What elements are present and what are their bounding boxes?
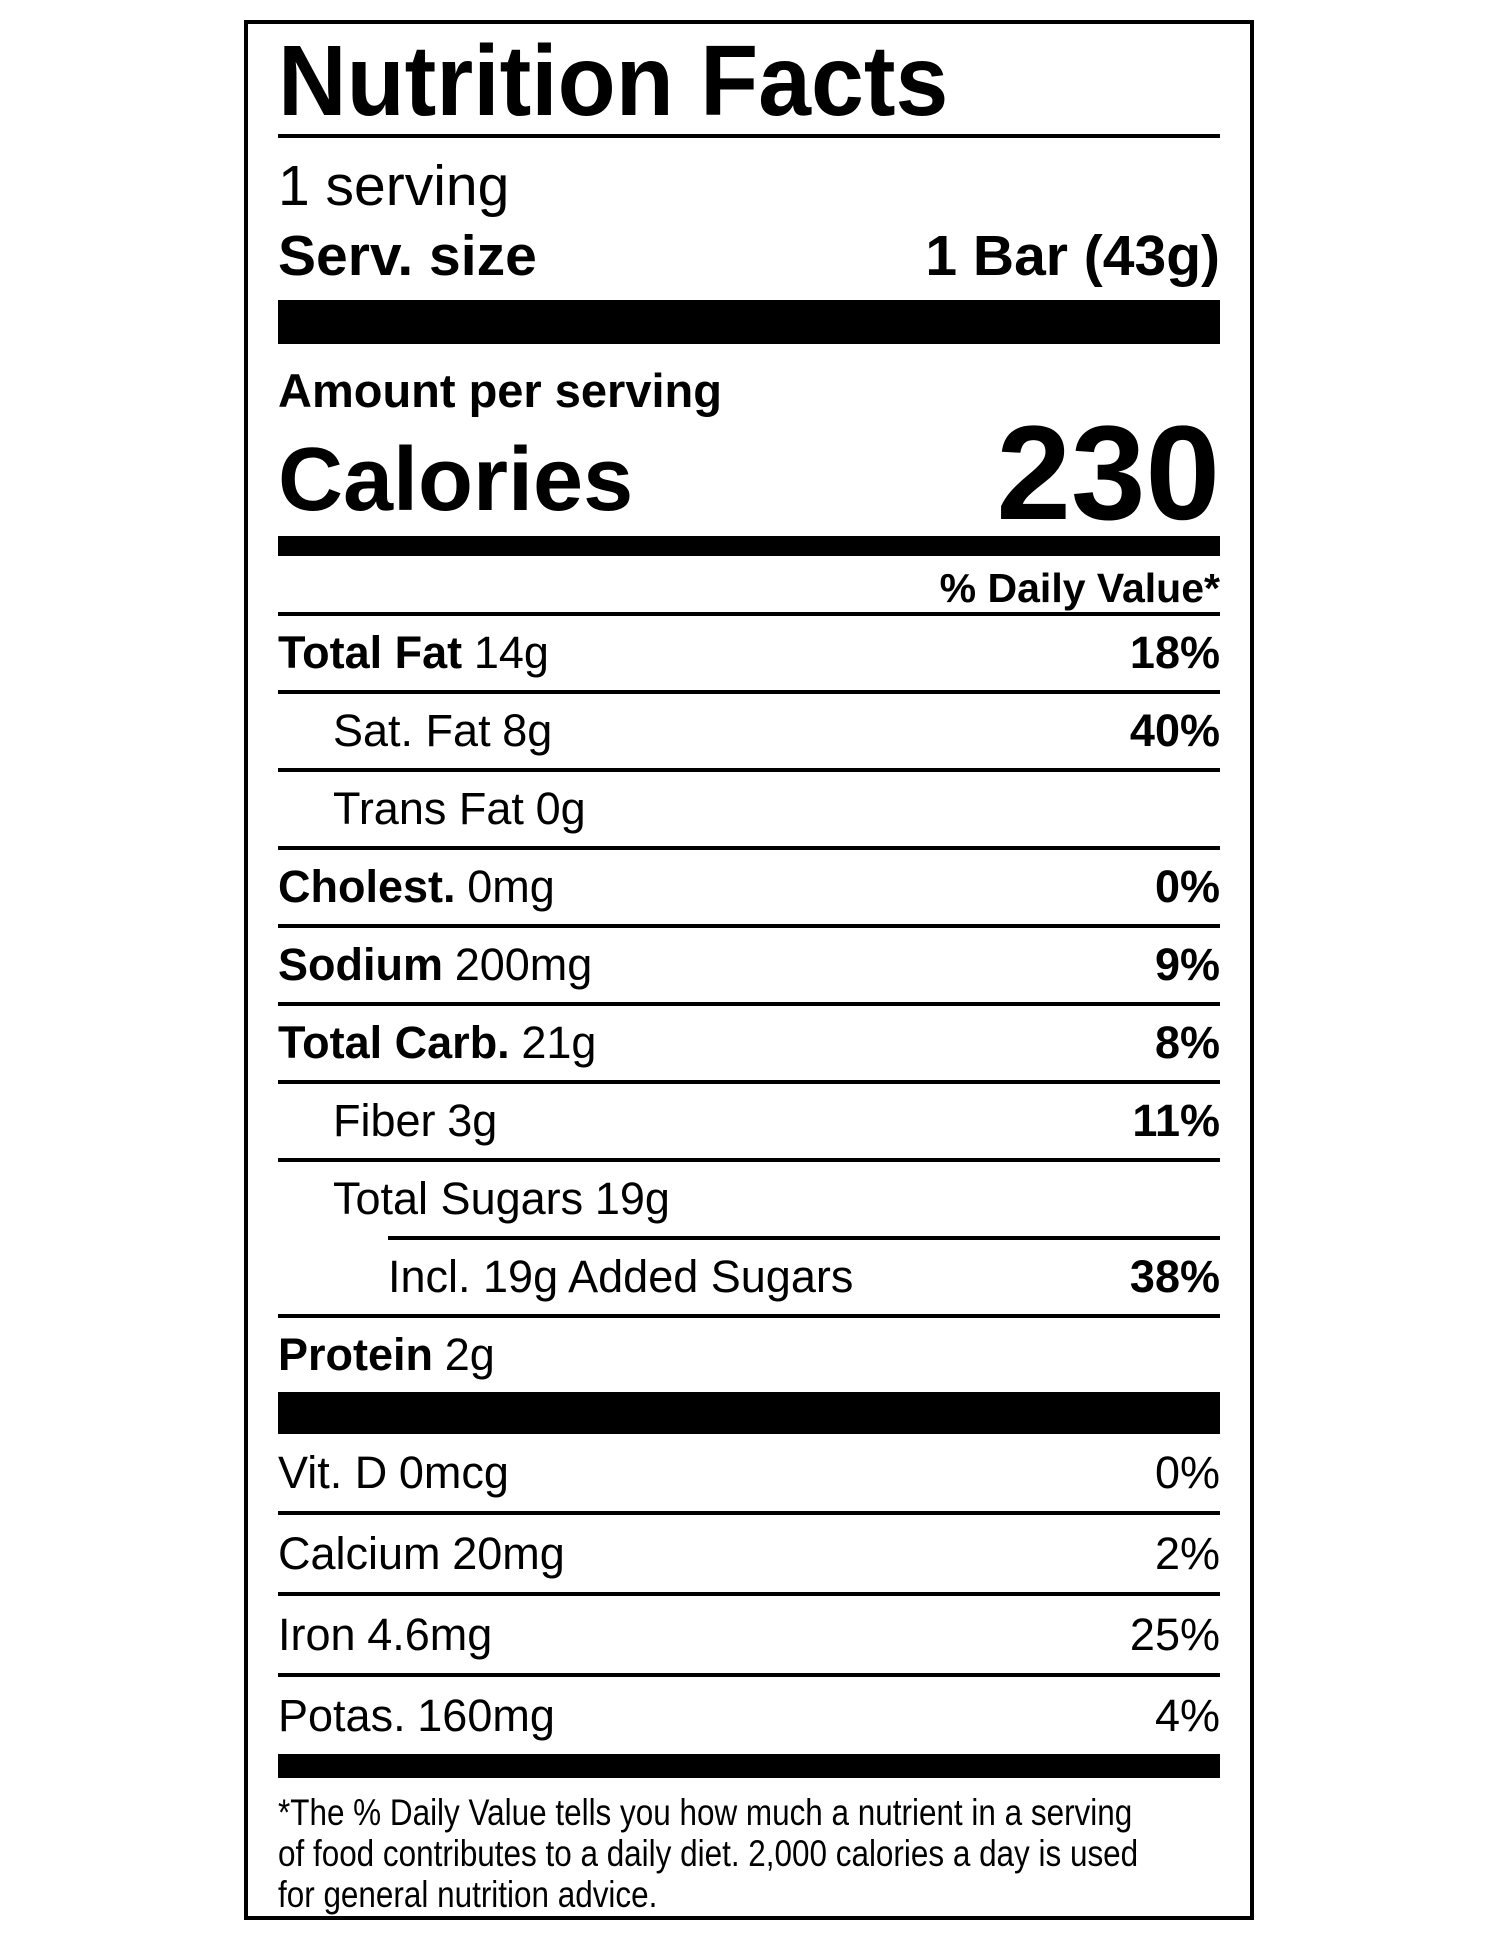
nutrient-dv: 0% <box>1154 861 1220 912</box>
footnote-line: for general nutrition advice. <box>278 1874 658 1915</box>
daily-value-header: % Daily Value* <box>939 565 1220 611</box>
nutrient-name: Sodium <box>278 939 443 990</box>
nutrient-row: Trans Fat 0g <box>278 772 1220 850</box>
nutrient-row: Vit. D 0mcg 0% <box>278 1434 1220 1515</box>
nutrient-row: Fiber 3g 11% <box>278 1084 1220 1162</box>
nutrient-name: Total Fat <box>278 627 463 678</box>
calories-value: 230 <box>996 399 1220 548</box>
calories-row: Calories 230 <box>278 399 1220 548</box>
nutrient-name: Vit. D <box>278 1446 388 1498</box>
nutrient-row: Calcium 20mg 2% <box>278 1515 1220 1596</box>
thick-bar <box>278 1754 1220 1778</box>
nutrient-name: Calcium <box>278 1527 441 1579</box>
serving-size-row: Serv. size 1 Bar (43g) <box>278 226 1220 286</box>
nutrient-amount: 0mg <box>467 861 555 912</box>
nutrient-row: Sat. Fat 8g 40% <box>278 694 1220 772</box>
nutrient-dv: 8% <box>1154 1017 1220 1068</box>
thick-bar <box>278 536 1220 556</box>
nutrient-dv: 11% <box>1132 1095 1220 1146</box>
nutrient-name: Protein <box>278 1329 434 1380</box>
divider <box>388 1236 1220 1240</box>
nutrient-amount: 0mcg <box>398 1446 509 1498</box>
nutrient-dv: 9% <box>1154 939 1220 990</box>
nutrient-name: Iron <box>278 1608 356 1660</box>
nutrient-name: Total Carb. <box>278 1017 510 1068</box>
nutrient-amount: 2g <box>444 1329 495 1380</box>
amount-per-serving-label: Amount per serving <box>278 364 722 417</box>
nutrient-row: Protein 2g <box>278 1318 1220 1392</box>
nutrient-dv: 25% <box>1129 1608 1220 1660</box>
nutrient-row: Incl. 19g Added Sugars 38% <box>278 1240 1220 1318</box>
nutrient-name: Incl. 19g Added Sugars <box>388 1251 854 1302</box>
nutrient-row: Sodium 200mg 9% <box>278 928 1220 1006</box>
nutrient-name: Trans Fat <box>333 783 524 834</box>
nutrient-row: Total Fat 14g 18% <box>278 616 1220 694</box>
nutrient-row: Iron 4.6mg 25% <box>278 1596 1220 1677</box>
nutrient-amount: 0g <box>535 783 586 834</box>
thick-bar <box>278 1392 1220 1434</box>
footnote-line: *The % Daily Value tells you how much a … <box>278 1792 1133 1833</box>
nutrient-amount: 20mg <box>452 1527 565 1579</box>
serving-size-label: Serv. size <box>278 224 537 288</box>
nutrient-amount: 19g <box>594 1173 670 1224</box>
nutrient-amount: 160mg <box>417 1689 555 1741</box>
nutrient-name: Sat. Fat <box>333 705 491 756</box>
nutrient-name: Total Sugars <box>333 1173 584 1224</box>
nutrient-row: Potas. 160mg 4% <box>278 1677 1220 1754</box>
nutrient-dv: 4% <box>1154 1689 1220 1741</box>
label-title: Nutrition Facts <box>278 25 949 137</box>
nutrient-dv: 40% <box>1129 705 1220 756</box>
servings-per-container: 1 serving <box>278 154 510 218</box>
nutrient-name: Fiber <box>333 1095 436 1146</box>
nutrient-dv: 38% <box>1129 1251 1220 1302</box>
nutrient-row: Cholest. 0mg 0% <box>278 850 1220 928</box>
nutrient-amount: 200mg <box>454 939 593 990</box>
nutrient-dv: 2% <box>1154 1527 1220 1579</box>
nutrient-dv: 18% <box>1129 627 1220 678</box>
footnote: *The % Daily Value tells you how much a … <box>278 1778 1220 1915</box>
nutrient-amount: 14g <box>473 627 549 678</box>
divider <box>278 134 1220 138</box>
divider <box>278 612 1220 616</box>
nutrient-row: Total Sugars 19g <box>278 1162 1220 1236</box>
nutrient-amount: 3g <box>447 1095 498 1146</box>
nutrient-amount: 4.6mg <box>367 1608 493 1660</box>
serving-size-value: 1 Bar (43g) <box>925 224 1220 288</box>
thick-bar <box>278 300 1220 344</box>
nutrition-label: Nutrition Facts 1 serving Serv. size 1 B… <box>244 20 1254 1920</box>
calories-label: Calories <box>278 430 634 530</box>
footnote-line: of food contributes to a daily diet. 2,0… <box>278 1833 1139 1874</box>
nutrient-name: Potas. <box>278 1689 406 1741</box>
nutrient-row: Total Carb. 21g 8% <box>278 1006 1220 1084</box>
nutrient-amount: 21g <box>521 1017 597 1068</box>
nutrient-name: Cholest. <box>278 861 456 912</box>
nutrient-dv: 0% <box>1154 1446 1220 1498</box>
nutrient-amount: 8g <box>502 705 553 756</box>
